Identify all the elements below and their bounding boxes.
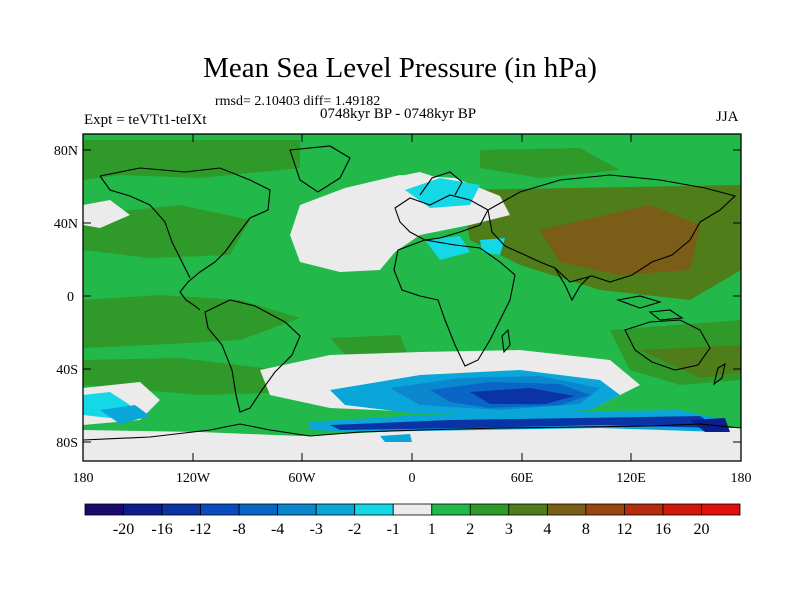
colorbar-label: -12 xyxy=(190,521,211,538)
colorbar-swatch xyxy=(354,503,394,516)
experiment-label: Expt = teVTt1-teIXt xyxy=(84,112,207,128)
lon-label: 120E xyxy=(616,471,646,486)
lon-label: 180 xyxy=(73,471,94,486)
page-title: Mean Sea Level Pressure (in hPa) xyxy=(203,52,597,84)
colorbar-swatch xyxy=(84,503,124,516)
colorbar-label: 20 xyxy=(693,521,709,538)
colorbar-label: 1 xyxy=(428,521,436,538)
lat-label: 80S xyxy=(56,436,78,451)
lat-label: 40S xyxy=(56,363,78,378)
colorbar-swatch xyxy=(431,503,471,516)
colorbar-label: -16 xyxy=(151,521,172,538)
colorbar-swatch xyxy=(701,503,741,516)
lon-label: 60E xyxy=(511,471,534,486)
season-label: JJA xyxy=(716,109,739,125)
pressure-field xyxy=(83,134,741,461)
colorbar-swatch xyxy=(161,503,201,516)
colorbar-label: -1 xyxy=(387,521,400,538)
colorbar-label: 16 xyxy=(655,521,671,538)
colorbar: -20 -16 -12 -8 -4 -3 -2 -1 1 2 3 4 8 12 16 20 xyxy=(84,503,741,538)
lat-label: 0 xyxy=(67,290,74,305)
coastlines xyxy=(83,145,741,441)
colorbar-swatch xyxy=(585,503,625,516)
colorbar-swatch xyxy=(238,503,279,516)
lon-label: 0 xyxy=(409,471,416,486)
colorbar-label: -3 xyxy=(310,521,323,538)
colorbar-label: 8 xyxy=(582,521,590,538)
colorbar-swatch xyxy=(662,503,702,516)
colorbar-label: 4 xyxy=(543,521,551,538)
lon-label: 120W xyxy=(176,471,211,486)
colorbar-label: 2 xyxy=(466,521,474,538)
colorbar-swatch xyxy=(469,503,510,516)
lat-label: 40N xyxy=(54,217,78,232)
colorbar-swatch xyxy=(315,503,356,516)
colorbar-swatch xyxy=(546,503,587,516)
colorbar-swatch xyxy=(277,503,317,516)
colorbar-label: -4 xyxy=(271,521,284,538)
lat-label: 80N xyxy=(54,144,78,159)
stats-text: rmsd= 2.10403 diff= 1.49182 xyxy=(215,94,381,109)
colorbar-label: -8 xyxy=(232,521,245,538)
colorbar-swatch xyxy=(200,503,240,516)
lon-label: 60W xyxy=(288,471,316,486)
period-label: 0748kyr BP - 0748kyr BP xyxy=(320,106,477,122)
colorbar-label: -20 xyxy=(113,521,134,538)
lon-label: 180 xyxy=(731,471,752,486)
colorbar-swatch xyxy=(123,503,163,516)
colorbar-label: 3 xyxy=(505,521,513,538)
colorbar-swatch xyxy=(392,503,433,516)
colorbar-swatch xyxy=(508,503,548,516)
colorbar-label: -2 xyxy=(348,521,361,538)
colorbar-swatch xyxy=(624,503,664,516)
map-ticks xyxy=(82,134,742,461)
colorbar-label: 12 xyxy=(616,521,632,538)
